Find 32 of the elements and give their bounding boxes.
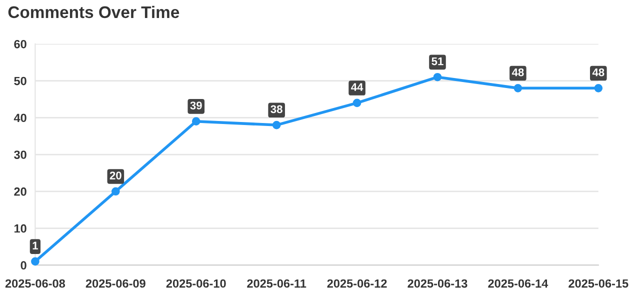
x-tick-label: 2025-06-11 bbox=[247, 279, 306, 288]
point bbox=[272, 120, 281, 130]
x-tick-label: 2025-06-09 bbox=[86, 279, 146, 288]
y-tick-label: 20 bbox=[14, 187, 26, 196]
y-tick-label: 60 bbox=[14, 40, 26, 48]
data-label: 1 bbox=[32, 242, 38, 250]
data-label: 38 bbox=[270, 105, 282, 114]
point bbox=[31, 257, 40, 266]
data-label: 44 bbox=[351, 83, 364, 91]
data-label: 51 bbox=[432, 57, 444, 66]
data-label: 48 bbox=[512, 68, 524, 76]
y-tick-label: 30 bbox=[14, 150, 26, 159]
point bbox=[192, 117, 200, 126]
data-label: 39 bbox=[190, 102, 202, 110]
data-label: 48 bbox=[592, 68, 604, 76]
x-tick-label: 2025-06-13 bbox=[408, 279, 468, 288]
y-tick-label: 50 bbox=[14, 76, 26, 86]
x-tick-label: 2025-06-15 bbox=[568, 279, 628, 288]
data-label: 20 bbox=[110, 172, 122, 180]
point bbox=[594, 84, 603, 92]
x-tick-label: 2025-06-10 bbox=[166, 279, 226, 288]
chart-title: Comments Over Time bbox=[8, 6, 180, 18]
y-tick-label: 10 bbox=[14, 224, 26, 233]
x-tick-label: 2025-06-12 bbox=[327, 279, 387, 288]
point bbox=[514, 84, 522, 92]
point bbox=[433, 72, 442, 82]
x-tick-label: 2025-06-08 bbox=[5, 279, 66, 288]
point bbox=[352, 98, 362, 108]
x-tick-label: 2025-06-14 bbox=[488, 279, 548, 288]
point bbox=[111, 187, 120, 196]
y-tick-label: 40 bbox=[14, 114, 26, 122]
y-tick-label: 0 bbox=[20, 261, 26, 270]
